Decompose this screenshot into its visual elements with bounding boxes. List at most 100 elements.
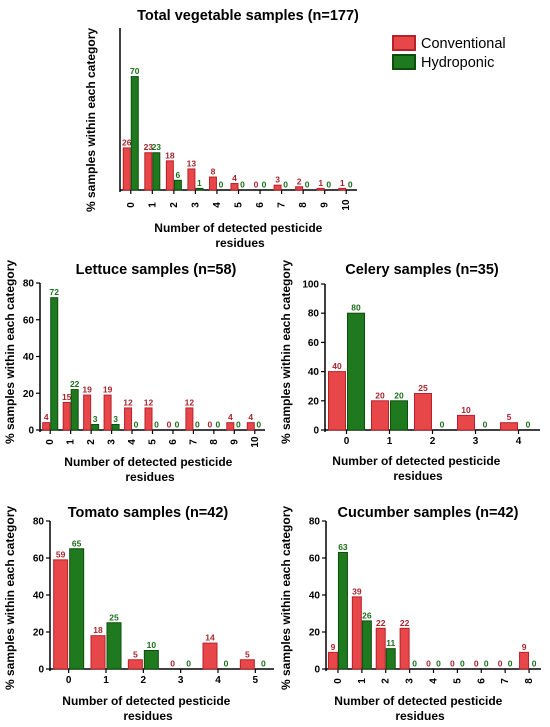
x-axis-title-line2: residues xyxy=(215,236,265,250)
x-axis-title-line2: residues xyxy=(393,469,443,483)
x-tick-label: 3 xyxy=(107,439,118,445)
data-label-conventional: 13 xyxy=(187,158,197,168)
data-label-hydroponic: 0 xyxy=(262,180,267,190)
data-label-hydroponic: 0 xyxy=(186,659,191,669)
x-axis-title: Number of detected pesticide residues xyxy=(64,455,235,484)
x-tick-label: 0 xyxy=(333,678,344,684)
bar-hydroponic xyxy=(390,400,408,431)
y-tick-label: 0 xyxy=(38,665,44,676)
data-label-conventional: 0 xyxy=(450,659,455,669)
bar-conventional xyxy=(414,393,432,431)
data-label-conventional: 4 xyxy=(232,173,237,183)
x-tick-label: 1 xyxy=(147,202,158,208)
x-tick-label: 4 xyxy=(212,202,223,208)
y-tick-label: 20 xyxy=(309,628,321,639)
bar-hydroponic xyxy=(111,423,120,431)
data-label-hydroponic: 23 xyxy=(152,142,162,152)
x-tick-label: 3 xyxy=(178,675,184,686)
data-label-conventional: 0 xyxy=(498,659,503,669)
bar-conventional xyxy=(90,635,106,670)
data-label-conventional: 22 xyxy=(376,618,386,628)
x-tick-label: 6 xyxy=(476,678,487,684)
data-label-conventional: 25 xyxy=(418,383,428,393)
y-tick-label: 40 xyxy=(23,352,35,363)
bar-hydroponic xyxy=(385,648,396,670)
data-label-hydroponic: 0 xyxy=(532,659,537,669)
data-label-hydroponic: 72 xyxy=(49,287,59,297)
data-label-conventional: 26 xyxy=(122,137,132,147)
y-tick-label: 60 xyxy=(309,554,321,565)
x-tick-label: 4 xyxy=(516,436,522,447)
data-label-conventional: 8 xyxy=(211,167,216,177)
y-tick-label: 0 xyxy=(314,665,320,676)
x-tick-label: 2 xyxy=(86,439,97,445)
x-axis-title-line2: residues xyxy=(395,709,445,723)
x-axis-title: Number of detected pesticide residues xyxy=(62,694,233,723)
x-tick-label: 3 xyxy=(405,678,416,684)
data-label-conventional: 39 xyxy=(352,586,362,596)
bar-conventional xyxy=(328,371,346,431)
x-tick-label: 1 xyxy=(357,678,368,684)
x-tick-label: 8 xyxy=(209,439,220,445)
x-tick-label: 5 xyxy=(148,439,159,445)
y-tick-label: 80 xyxy=(23,279,35,290)
bar-hydroponic xyxy=(130,76,139,191)
data-label-conventional: 19 xyxy=(103,385,113,395)
y-tick-label: 20 xyxy=(308,396,320,407)
data-label-hydroponic: 0 xyxy=(305,180,310,190)
chart-title: Tomato samples (n=42) xyxy=(68,505,229,521)
data-label-conventional: 22 xyxy=(400,618,410,628)
bar-conventional xyxy=(208,176,217,191)
x-axis-title-line2: residues xyxy=(125,470,175,484)
bar-hydroponic xyxy=(50,297,59,431)
chart-tomato: Tomato samples (n=42) % samples within e… xyxy=(3,505,274,723)
x-axis-title-line1: Number of detected pesticide xyxy=(62,694,230,708)
data-label-hydroponic: 0 xyxy=(175,420,180,430)
y-tick-label: 100 xyxy=(302,280,319,291)
data-label-hydroponic: 0 xyxy=(240,180,245,190)
data-label-hydroponic: 0 xyxy=(215,420,220,430)
x-tick-label: 0 xyxy=(126,202,137,208)
data-label-hydroponic: 3 xyxy=(93,414,98,424)
y-tick-label: 40 xyxy=(33,591,45,602)
data-label-conventional: 12 xyxy=(144,397,154,407)
bar-conventional xyxy=(457,414,475,431)
data-label-conventional: 23 xyxy=(144,142,154,152)
x-tick-label: 0 xyxy=(344,436,350,447)
data-label-hydroponic: 0 xyxy=(526,420,531,430)
data-label-hydroponic: 63 xyxy=(338,542,348,552)
data-label-conventional: 12 xyxy=(123,397,133,407)
data-label-conventional: 40 xyxy=(332,361,342,371)
data-label-hydroponic: 26 xyxy=(362,610,372,620)
data-label-hydroponic: 0 xyxy=(326,180,331,190)
y-tick-label: 20 xyxy=(33,628,45,639)
data-label-hydroponic: 0 xyxy=(261,659,266,669)
data-label-hydroponic: 0 xyxy=(224,659,229,669)
data-label-conventional: 1 xyxy=(340,178,345,188)
data-label-conventional: 18 xyxy=(93,625,103,635)
x-tick-label: 1 xyxy=(103,675,109,686)
data-label-conventional: 4 xyxy=(228,412,233,422)
data-label-hydroponic: 0 xyxy=(436,659,441,669)
x-axis-title: Number of detected pesticide residues xyxy=(154,221,325,250)
bar-hydroponic xyxy=(143,650,159,670)
data-label-conventional: 2 xyxy=(297,176,302,186)
x-axis-title: Number of detected pesticide residues xyxy=(334,694,505,723)
bar-conventional xyxy=(399,627,410,670)
bar-conventional xyxy=(230,183,239,191)
legend: Conventional Hydroponic xyxy=(392,35,506,71)
bar-conventional xyxy=(185,407,194,431)
legend-label-conventional: Conventional xyxy=(421,36,506,52)
bar-conventional xyxy=(351,596,362,670)
y-tick-label: 40 xyxy=(309,591,321,602)
chart-title: Celery samples (n=35) xyxy=(345,262,499,278)
x-tick-label: 4 xyxy=(127,439,138,445)
x-axis-title: Number of detected pesticide residues xyxy=(332,454,503,483)
x-tick-label: 5 xyxy=(253,675,259,686)
x-tick-label: 7 xyxy=(188,439,199,445)
data-label-hydroponic: 0 xyxy=(483,420,488,430)
